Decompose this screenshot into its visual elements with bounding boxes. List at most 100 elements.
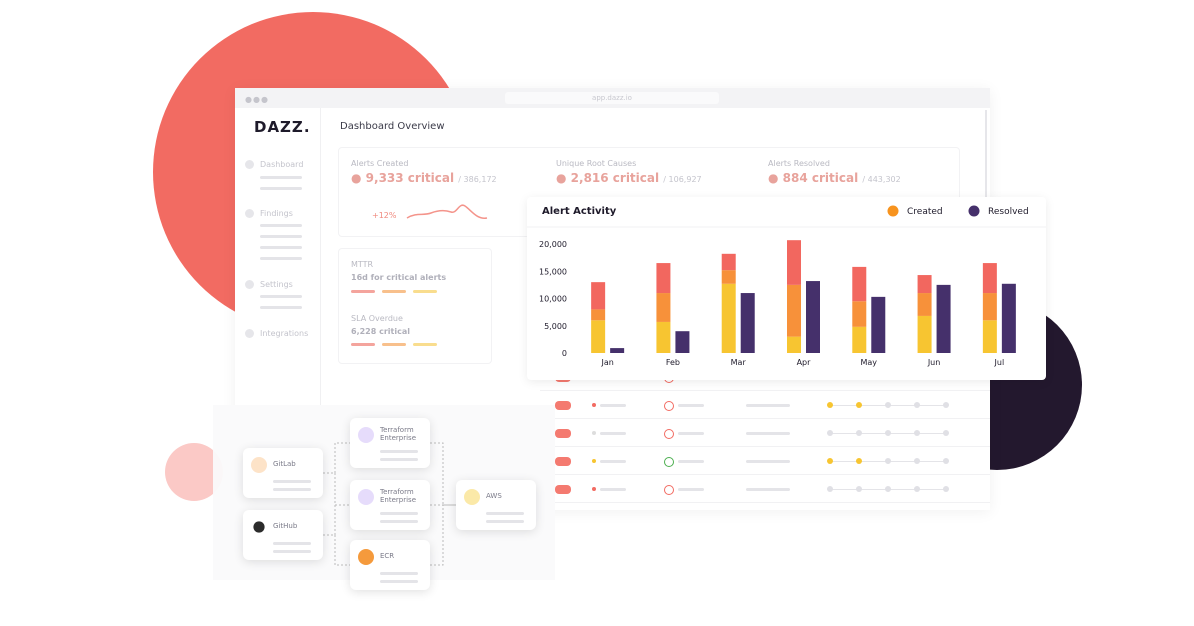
placeholder [380,450,418,453]
connector [430,442,456,506]
legend-swatch [968,205,980,217]
row-divider [540,502,990,503]
bar-segment [917,293,932,316]
sparkline [406,204,488,219]
timeline-dot [856,486,862,492]
page-title: Dashboard Overview [340,121,445,132]
x-tick-label: Jan [600,358,613,367]
placeholder [382,343,406,346]
node-card[interactable]: GitHub [243,510,323,560]
legend-label: Created [907,207,943,217]
bar-segment [721,270,736,284]
chart: Alert Activity 0 5,000 10,000 15,000 20,000 C… [527,205,1046,367]
timeline-dot [827,430,833,436]
nav-item[interactable]: Integrations [260,329,309,338]
placeholder [380,520,418,523]
bar [610,348,625,353]
node-card[interactable]: GitLab [243,448,323,498]
placeholder [380,572,418,575]
bar [936,284,951,353]
kpi-value: ● 2,816 critical / 106,927 [556,171,702,185]
logo[interactable]: DAZZ. [254,118,311,136]
sidebar-divider [320,108,321,510]
legend-label: Resolved [988,207,1029,217]
bar-segment [591,309,606,321]
bar-segment [656,321,671,353]
node-card[interactable]: ECR [350,540,430,590]
sla-label: SLA Overdue [351,314,403,323]
placeholder [746,404,790,407]
timeline-dot [856,430,862,436]
placeholder [351,290,375,293]
kpi-label: Alerts Resolved [768,159,830,168]
chart-card: Alert Activity 0 5,000 10,000 15,000 20,000 C… [527,197,1046,380]
sla-value: 6,228 critical [351,327,410,336]
bar-segment [656,263,671,294]
node-label: GitLab [273,460,296,468]
node-label: AWS [486,492,502,500]
placeholder [746,432,790,435]
node-card[interactable]: AWS [456,480,536,530]
connector [323,442,350,474]
row-divider [540,418,990,419]
placeholder [413,343,437,346]
placeholder [486,512,524,515]
timeline-dot [914,486,920,492]
placeholder [382,290,406,293]
node-icon [253,521,265,533]
y-tick-label: 10,000 [539,295,567,304]
bar-segment [982,320,997,353]
placeholder [746,488,790,491]
nav-item[interactable]: Dashboard [260,160,304,169]
node-card[interactable]: Terraform Enterprise [350,480,430,530]
y-tick-label: 5,000 [544,322,567,331]
placeholder [600,460,626,463]
mttr-label: MTTR [351,260,374,269]
bar-segment [852,326,867,353]
sparkline-path [406,204,488,219]
kpi-label: Unique Root Causes [556,159,637,168]
placeholder [260,246,302,249]
node-icon [464,489,480,505]
node-icon [251,457,267,473]
placeholder [260,306,302,309]
kpi-change: +12% [372,211,397,220]
timeline-dot [885,402,891,408]
nav-item[interactable]: Findings [260,209,293,218]
node-label: GitHub [273,522,298,530]
status-icon [664,401,674,411]
kpi-critical: 2,816 critical [570,171,660,185]
node-label: Terraform Enterprise [380,488,417,504]
placeholder [260,235,302,238]
url-bar[interactable]: app.dazz.io [505,92,719,104]
connector [323,534,350,566]
placeholder [600,404,626,407]
severity-pill [555,429,571,438]
sla-card [338,248,492,364]
kpi-critical: 884 critical [782,171,859,185]
timeline-dot [856,458,862,464]
placeholder [678,488,704,491]
severity-pill [555,485,571,494]
timeline-dot [827,458,833,464]
connector-lines [323,442,456,566]
status-icon [664,485,674,495]
placeholder [678,404,704,407]
bar-segment [591,282,606,310]
kpi-value: ● 9,333 critical / 386,172 [351,171,497,185]
status-icon [664,457,674,467]
placeholder [380,580,418,583]
x-tick-label: May [861,358,878,367]
bar-segment [656,293,671,322]
node-card[interactable]: Terraform Enterprise [350,418,430,468]
nav-item[interactable]: Settings [260,280,293,289]
timeline-dot [914,430,920,436]
timeline-dot [914,402,920,408]
connector [430,505,444,566]
node-label: Terraform Enterprise [380,426,417,442]
node-icon [358,427,374,443]
bar-segment [787,336,801,353]
nav-icon [245,160,254,169]
x-tick-label: Mar [731,358,747,367]
bar [806,281,820,353]
